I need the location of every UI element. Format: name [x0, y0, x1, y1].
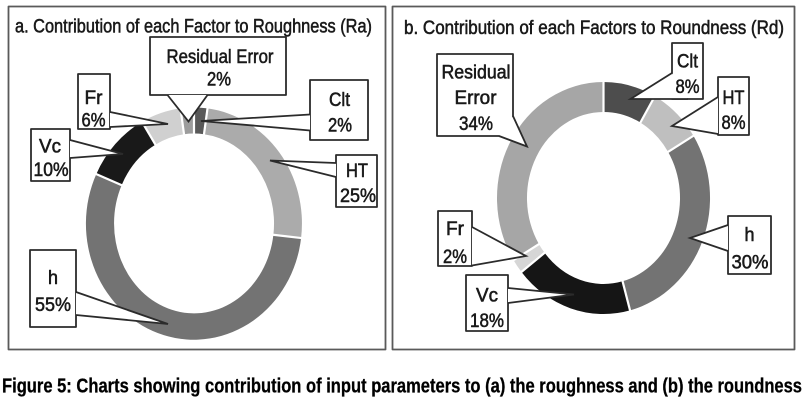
- svg-text:34%: 34%: [459, 114, 493, 135]
- svg-text:HT: HT: [346, 161, 368, 182]
- svg-text:25%: 25%: [340, 186, 376, 207]
- svg-text:Error: Error: [455, 88, 498, 109]
- svg-text:2%: 2%: [328, 116, 352, 137]
- svg-text:h: h: [745, 225, 755, 246]
- svg-text:HT: HT: [723, 88, 745, 109]
- svg-text:Fr: Fr: [446, 219, 465, 240]
- svg-text:18%: 18%: [470, 311, 504, 332]
- svg-text:Vc: Vc: [39, 137, 61, 158]
- svg-text:Vc: Vc: [476, 286, 498, 307]
- svg-text:8%: 8%: [676, 77, 700, 98]
- svg-text:Clt: Clt: [677, 52, 699, 73]
- svg-text:Clt: Clt: [329, 90, 351, 111]
- svg-text:h: h: [48, 268, 58, 289]
- svg-text:a. Contribution of each Factor: a. Contribution of each Factor to Roughn…: [15, 16, 372, 38]
- svg-text:6%: 6%: [82, 111, 106, 132]
- svg-text:Figure 5: Charts showing contr: Figure 5: Charts showing contribution of…: [2, 376, 802, 398]
- svg-text:2%: 2%: [207, 70, 231, 91]
- svg-text:b. Contribution of each Factor: b. Contribution of each Factors to Round…: [404, 17, 784, 39]
- svg-text:2%: 2%: [443, 247, 467, 268]
- svg-text:8%: 8%: [722, 113, 746, 134]
- svg-text:10%: 10%: [34, 160, 69, 181]
- svg-text:55%: 55%: [35, 295, 71, 316]
- svg-text:Residual: Residual: [442, 63, 511, 84]
- svg-text:Fr: Fr: [85, 88, 104, 109]
- svg-text:30%: 30%: [732, 253, 769, 274]
- svg-text:Residual Error: Residual Error: [167, 47, 275, 68]
